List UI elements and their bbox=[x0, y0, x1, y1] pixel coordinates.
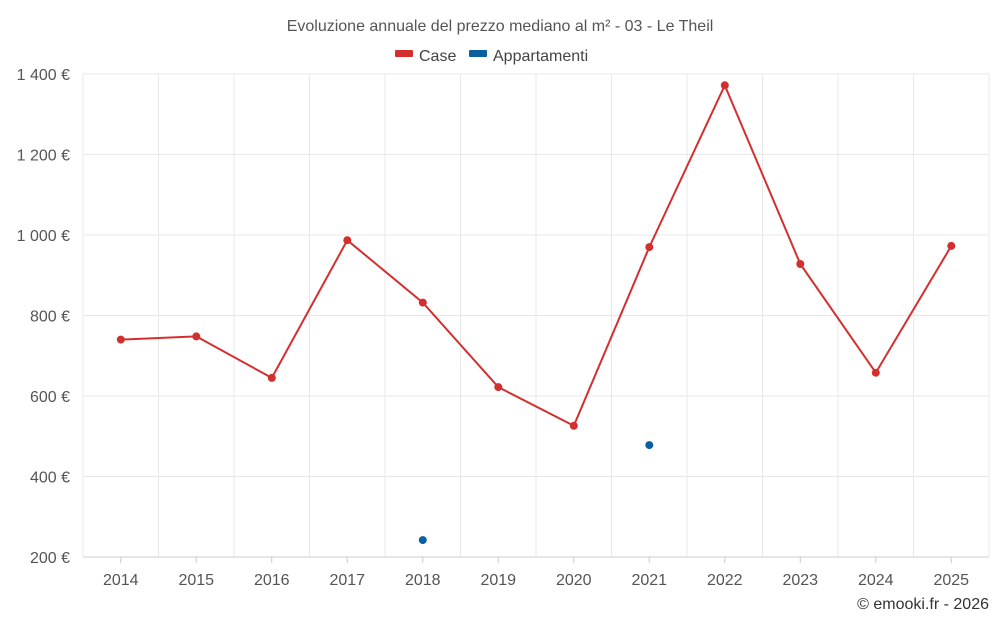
x-tick-label: 2019 bbox=[480, 572, 516, 589]
series-line bbox=[120, 82, 953, 428]
y-tick-label: 800 € bbox=[30, 309, 70, 326]
data-point[interactable] bbox=[418, 536, 427, 545]
data-point[interactable] bbox=[645, 441, 654, 450]
legend-swatch-appartamenti bbox=[469, 50, 487, 57]
series-case bbox=[116, 81, 956, 430]
y-tick-label: 600 € bbox=[30, 389, 70, 406]
chart-legend: Case Appartamenti bbox=[395, 48, 588, 65]
data-point[interactable] bbox=[569, 421, 578, 430]
y-tick-label: 1 400 € bbox=[17, 67, 70, 84]
data-point[interactable] bbox=[418, 298, 427, 307]
data-point[interactable] bbox=[947, 241, 956, 250]
data-point[interactable] bbox=[645, 243, 654, 252]
legend-swatch-case bbox=[395, 50, 413, 57]
x-tick-label: 2020 bbox=[556, 572, 592, 589]
data-point[interactable] bbox=[494, 383, 503, 392]
data-point[interactable] bbox=[116, 335, 125, 344]
series bbox=[116, 81, 956, 545]
x-tick-label: 2023 bbox=[782, 572, 818, 589]
chart-title: Evoluzione annuale del prezzo mediano al… bbox=[287, 18, 714, 35]
x-tick-label: 2015 bbox=[178, 572, 214, 589]
x-tick-label: 2014 bbox=[103, 572, 139, 589]
data-point[interactable] bbox=[267, 373, 276, 382]
y-tick-label: 400 € bbox=[30, 470, 70, 487]
data-point[interactable] bbox=[720, 81, 729, 90]
x-tick-label: 2016 bbox=[254, 572, 290, 589]
credit-text: © emooki.fr - 2026 bbox=[857, 596, 989, 613]
x-tick-label: 2025 bbox=[933, 572, 969, 589]
axes: 200 € 400 € 600 € 800 € 1 000 € 1 200 € 1 400 … bbox=[17, 67, 989, 589]
data-point[interactable] bbox=[871, 368, 880, 377]
x-tick-label: 2021 bbox=[631, 572, 667, 589]
data-point[interactable] bbox=[192, 332, 201, 341]
x-tick-label: 2024 bbox=[858, 572, 894, 589]
y-tick-label: 1 200 € bbox=[17, 148, 70, 165]
x-tick-label: 2017 bbox=[329, 572, 365, 589]
x-tick-label: 2018 bbox=[405, 572, 441, 589]
data-point[interactable] bbox=[796, 260, 805, 268]
legend-label-appartamenti[interactable]: Appartamenti bbox=[493, 48, 588, 65]
data-point[interactable] bbox=[343, 236, 352, 245]
y-tick-label: 1 000 € bbox=[17, 228, 70, 245]
y-tick-label: 200 € bbox=[30, 550, 70, 567]
series-appartamenti bbox=[418, 441, 654, 545]
x-tick-label: 2022 bbox=[707, 572, 743, 589]
legend-label-case[interactable]: Case bbox=[419, 48, 456, 65]
grid bbox=[82, 73, 990, 557]
